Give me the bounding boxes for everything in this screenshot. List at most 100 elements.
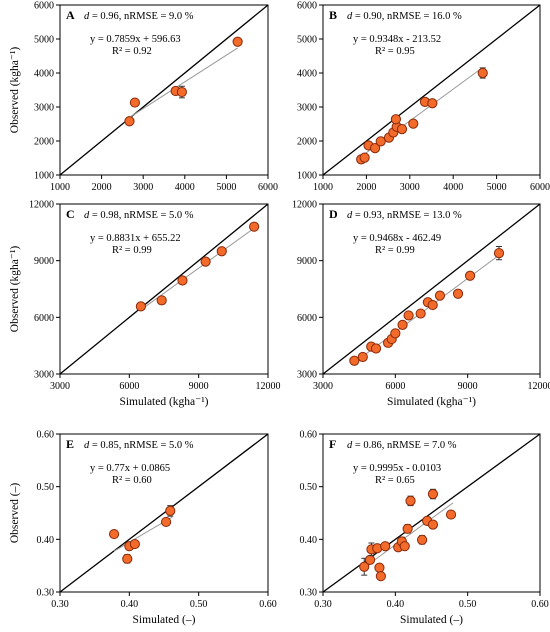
data-point bbox=[122, 553, 133, 564]
x-tick-label: 6000 bbox=[530, 182, 550, 193]
data-point bbox=[135, 301, 146, 312]
data-point bbox=[176, 86, 187, 98]
y-tick-label: 5000 bbox=[34, 35, 54, 46]
panel-f: 0.30 0.40 0.50 0.60 0.30 0.40 0.50 0.60 F d = 0.8… bbox=[300, 430, 549, 627]
x-tick-label: 3000 bbox=[400, 182, 420, 193]
y-tick-label: 3000 bbox=[34, 103, 54, 114]
y-tick-label: 0.40 bbox=[37, 535, 55, 546]
data-point bbox=[156, 295, 167, 306]
regression-equation: y = 0.7859x + 596.63 bbox=[90, 34, 181, 45]
r-squared-label: R² = 0.60 bbox=[112, 475, 152, 486]
x-tick-label: 12000 bbox=[528, 381, 550, 392]
y-tick-label: 0.30 bbox=[300, 588, 318, 599]
data-point bbox=[124, 116, 135, 127]
stats-annotation: d = 0.86, nRMSE = 7.0 % bbox=[347, 440, 457, 451]
data-point bbox=[464, 270, 476, 281]
y-tick-label: 1000 bbox=[297, 171, 317, 182]
panel-letter: C bbox=[66, 207, 75, 221]
data-point bbox=[375, 571, 386, 582]
data-point bbox=[403, 310, 414, 321]
y-axis-label: Observed (–) bbox=[9, 483, 21, 544]
data-point bbox=[452, 288, 464, 299]
data-point bbox=[359, 561, 370, 572]
r-squared-label: R² = 0.92 bbox=[112, 46, 152, 57]
data-point bbox=[364, 554, 376, 565]
panel-letter: E bbox=[66, 437, 74, 451]
plot-frame bbox=[59, 4, 269, 176]
data-point bbox=[416, 534, 428, 545]
one-to-one-line bbox=[322, 433, 541, 593]
data-point bbox=[399, 541, 410, 552]
y-tick-label: 6000 bbox=[34, 313, 54, 324]
y-axis-label: Observed (kgha⁻¹) bbox=[9, 246, 21, 333]
x-tick-label: 0.40 bbox=[387, 599, 405, 610]
y-tick-label: 0.50 bbox=[300, 482, 318, 493]
x-tick-label: 0.50 bbox=[190, 599, 208, 610]
regression-equation: y = 0.9995x - 0.0103 bbox=[353, 463, 441, 474]
x-axis-label: Simulated (–) bbox=[400, 614, 463, 626]
data-point bbox=[427, 98, 438, 109]
y-tick-label: 12000 bbox=[29, 200, 54, 211]
r-squared-label: R² = 0.65 bbox=[375, 475, 415, 486]
data-point bbox=[390, 114, 402, 125]
x-tick-label: 9000 bbox=[189, 381, 209, 392]
x-tick-label: 0.40 bbox=[121, 599, 139, 610]
data-point bbox=[370, 343, 382, 354]
y-tick-label: 0.30 bbox=[37, 588, 55, 599]
y-tick-label: 3000 bbox=[34, 370, 54, 381]
panel-letter: D bbox=[329, 207, 338, 221]
data-point bbox=[427, 488, 439, 500]
panel-c: 3000 6000 9000 12000 3000 6000 9000 12000 C d = 0… bbox=[9, 200, 281, 409]
x-tick-label: 1000 bbox=[50, 182, 70, 193]
data-point bbox=[493, 248, 505, 259]
panel-letter: B bbox=[329, 8, 337, 22]
x-tick-label: 12000 bbox=[256, 381, 281, 392]
stats-annotation: d = 0.93, nRMSE = 13.0 % bbox=[347, 210, 462, 221]
y-tick-label: 6000 bbox=[34, 1, 54, 12]
y-tick-label: 3000 bbox=[297, 370, 317, 381]
x-tick-label: 0.30 bbox=[51, 599, 69, 610]
data-point bbox=[477, 67, 488, 79]
data-point bbox=[375, 136, 386, 147]
data-point bbox=[369, 143, 381, 154]
regression-line bbox=[362, 502, 454, 569]
x-tick-label: 6000 bbox=[385, 381, 405, 392]
stats-annotation: d = 0.85, nRMSE = 5.0 % bbox=[84, 440, 194, 451]
panel-e: 0.30 0.40 0.50 0.60 0.30 0.40 0.50 0.60 E d = 0.8… bbox=[9, 430, 277, 627]
x-tick-label: 1000 bbox=[313, 182, 333, 193]
data-point bbox=[380, 541, 391, 552]
data-point bbox=[129, 538, 140, 550]
y-tick-label: 0.40 bbox=[300, 535, 318, 546]
regression-equation: y = 0.9348x - 213.52 bbox=[353, 34, 441, 45]
one-to-one-line bbox=[59, 4, 269, 176]
y-tick-label: 0.60 bbox=[37, 430, 55, 441]
y-tick-label: 0.50 bbox=[37, 482, 55, 493]
panel-b: 1000 2000 3000 4000 5000 6000 1000 2000 3000 4000… bbox=[297, 1, 550, 194]
data-point bbox=[408, 118, 419, 129]
data-point bbox=[427, 299, 438, 311]
data-point bbox=[160, 516, 172, 528]
r-squared-label: R² = 0.99 bbox=[112, 245, 152, 256]
data-point bbox=[390, 328, 401, 339]
data-point bbox=[249, 221, 260, 232]
y-tick-label: 5000 bbox=[297, 35, 317, 46]
y-tick-label: 2000 bbox=[297, 137, 317, 148]
data-point bbox=[427, 519, 439, 530]
plot-frame bbox=[322, 4, 541, 176]
panel-letter: A bbox=[66, 8, 75, 22]
panel-a: 1000 2000 3000 4000 5000 6000 1000 2000 3000 4000… bbox=[9, 1, 278, 194]
data-point bbox=[200, 256, 211, 267]
x-axis-label: Simulated (kgha⁻¹) bbox=[119, 396, 208, 408]
y-tick-label: 6000 bbox=[297, 313, 317, 324]
plot-frame bbox=[59, 203, 269, 375]
x-tick-label: 9000 bbox=[458, 381, 478, 392]
one-to-one-line bbox=[59, 433, 269, 593]
plot-frame bbox=[322, 203, 541, 375]
data-point bbox=[396, 124, 408, 135]
data-point bbox=[374, 562, 385, 573]
r-squared-label: R² = 0.99 bbox=[375, 245, 415, 256]
data-point bbox=[165, 505, 176, 516]
data-point bbox=[415, 308, 426, 319]
data-point bbox=[397, 319, 408, 330]
